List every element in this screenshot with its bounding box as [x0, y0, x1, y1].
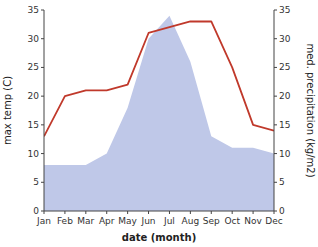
x-tick-label: Feb	[57, 216, 73, 226]
x-tick-label: Aug	[182, 216, 200, 226]
background	[0, 0, 318, 247]
x-tick	[85, 211, 86, 214]
y2-tick	[274, 124, 277, 125]
y-tick	[41, 38, 44, 39]
y2-tick-label: 25	[279, 62, 290, 72]
y-tick-label: 30	[28, 34, 40, 44]
y2-tick	[274, 67, 277, 68]
x-tick	[44, 211, 45, 214]
x-tick	[127, 211, 128, 214]
y-tick	[41, 10, 44, 11]
x-tick-label: Mar	[77, 216, 94, 226]
y-tick	[41, 67, 44, 68]
x-tick-label: Sep	[203, 216, 220, 226]
x-tick	[232, 211, 233, 214]
x-tick-label: Jun	[141, 216, 156, 226]
x-tick-label: Dec	[265, 216, 282, 226]
y2-tick-label: 5	[279, 177, 285, 187]
y2-tick-label: 20	[279, 91, 291, 101]
x-tick	[148, 211, 149, 214]
y-tick-label: 0	[33, 206, 39, 216]
x-tick-label: Oct	[224, 216, 240, 226]
y2-tick	[274, 153, 277, 154]
x-tick	[274, 211, 275, 214]
x-tick-label: Nov	[244, 216, 262, 226]
y-tick-label: 5	[33, 177, 39, 187]
y-axis-line	[44, 10, 45, 211]
y-axis-label: max temp (C)	[2, 76, 13, 145]
chart: 0 5 10 15 20 25 30 35 0 5 10 15 20 25 30 35 Jan Feb Mar Apr…	[0, 0, 318, 247]
y2-tick	[274, 182, 277, 183]
x-tick	[106, 211, 107, 214]
temperature-line	[44, 21, 274, 136]
y2-tick	[274, 10, 277, 11]
y2-tick-label: 35	[279, 5, 290, 15]
y-tick-label: 25	[28, 62, 39, 72]
plot-area	[44, 16, 274, 211]
y-tick-label: 10	[28, 149, 40, 159]
x-tick	[64, 211, 65, 214]
y2-tick	[274, 96, 277, 97]
y2-axis-label: med. precipitation (kg/m2)	[305, 43, 316, 177]
y-tick-label: 15	[28, 120, 39, 130]
y2-tick-label: 15	[279, 120, 290, 130]
y2-tick	[274, 38, 277, 39]
x-tick	[190, 211, 191, 214]
x-tick	[253, 211, 254, 214]
x-axis-label: date (month)	[122, 232, 196, 243]
y-tick-label: 20	[28, 91, 40, 101]
y-tick	[41, 124, 44, 125]
y2-axis-line	[274, 10, 275, 211]
x-tick-label: May	[118, 216, 137, 226]
y-tick-label: 35	[28, 5, 39, 15]
x-tick-label: Jul	[163, 216, 175, 226]
x-tick-label: Jan	[36, 216, 51, 226]
y2-tick-label: 10	[279, 149, 291, 159]
y2-tick-label: 0	[279, 206, 285, 216]
y-tick	[41, 96, 44, 97]
x-tick-label: Apr	[99, 216, 115, 226]
x-axis-line	[44, 211, 274, 212]
precipitation-area	[44, 16, 274, 211]
y2-tick-label: 30	[279, 34, 291, 44]
y-tick	[41, 153, 44, 154]
x-tick	[211, 211, 212, 214]
x-tick	[169, 211, 170, 214]
y-tick	[41, 182, 44, 183]
